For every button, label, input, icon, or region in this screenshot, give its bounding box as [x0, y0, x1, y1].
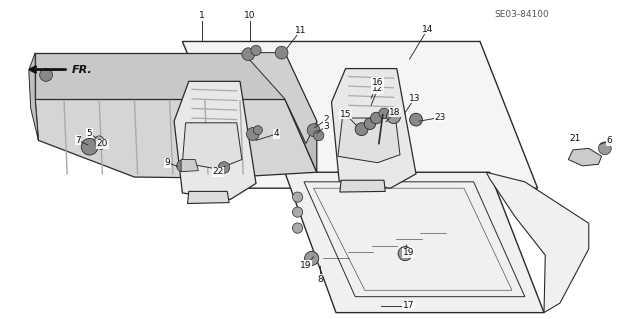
Text: 3: 3 — [324, 122, 329, 130]
Text: 23: 23 — [435, 113, 446, 122]
Circle shape — [314, 130, 324, 141]
Circle shape — [242, 48, 255, 61]
Polygon shape — [188, 191, 229, 204]
Circle shape — [246, 128, 259, 140]
Circle shape — [96, 139, 106, 149]
Text: 7: 7 — [76, 136, 81, 145]
Circle shape — [292, 223, 303, 233]
Text: 8: 8 — [317, 275, 323, 284]
Text: 21: 21 — [569, 134, 580, 143]
Text: 18: 18 — [389, 108, 401, 117]
Polygon shape — [35, 53, 285, 99]
Circle shape — [40, 69, 52, 81]
Polygon shape — [182, 123, 242, 169]
Text: 10: 10 — [244, 11, 255, 20]
Text: 19: 19 — [300, 261, 312, 270]
Circle shape — [253, 126, 262, 135]
Circle shape — [81, 138, 98, 155]
Text: 12: 12 — [372, 84, 383, 93]
Circle shape — [177, 160, 188, 172]
Circle shape — [398, 247, 412, 261]
Circle shape — [379, 108, 389, 118]
Text: 15: 15 — [340, 110, 351, 119]
Circle shape — [305, 251, 319, 265]
Polygon shape — [181, 160, 198, 172]
Circle shape — [371, 112, 382, 124]
Circle shape — [598, 142, 611, 155]
Polygon shape — [340, 180, 385, 192]
Polygon shape — [486, 172, 589, 313]
Circle shape — [188, 161, 196, 170]
Text: 9: 9 — [165, 158, 170, 167]
Circle shape — [218, 162, 230, 173]
Polygon shape — [174, 81, 256, 199]
Polygon shape — [285, 53, 317, 172]
Text: 1: 1 — [199, 11, 204, 20]
Circle shape — [387, 109, 401, 123]
Polygon shape — [332, 69, 416, 188]
Polygon shape — [285, 172, 544, 313]
Text: 14: 14 — [422, 25, 433, 34]
Text: 2: 2 — [324, 115, 329, 124]
Text: 13: 13 — [409, 94, 420, 103]
Polygon shape — [568, 148, 602, 166]
Text: 17: 17 — [403, 301, 414, 310]
Text: 20: 20 — [97, 139, 108, 148]
Circle shape — [95, 136, 104, 145]
Polygon shape — [243, 53, 317, 144]
Polygon shape — [338, 118, 400, 163]
Circle shape — [292, 207, 303, 217]
Text: 19: 19 — [403, 248, 414, 257]
Circle shape — [410, 113, 422, 126]
Text: 22: 22 — [212, 167, 223, 176]
Circle shape — [307, 124, 320, 137]
Text: 16: 16 — [372, 78, 383, 87]
Circle shape — [364, 118, 376, 130]
Circle shape — [292, 192, 303, 202]
Text: 4: 4 — [274, 130, 279, 138]
Text: 5: 5 — [87, 129, 92, 138]
Polygon shape — [35, 99, 317, 178]
Polygon shape — [182, 41, 538, 188]
Text: 6: 6 — [607, 137, 612, 145]
Text: 11: 11 — [295, 26, 307, 35]
Text: SE03-84100: SE03-84100 — [494, 10, 549, 19]
Circle shape — [251, 45, 261, 56]
Circle shape — [355, 123, 368, 136]
Circle shape — [275, 46, 288, 59]
Polygon shape — [29, 53, 38, 140]
Text: FR.: FR. — [72, 64, 92, 75]
